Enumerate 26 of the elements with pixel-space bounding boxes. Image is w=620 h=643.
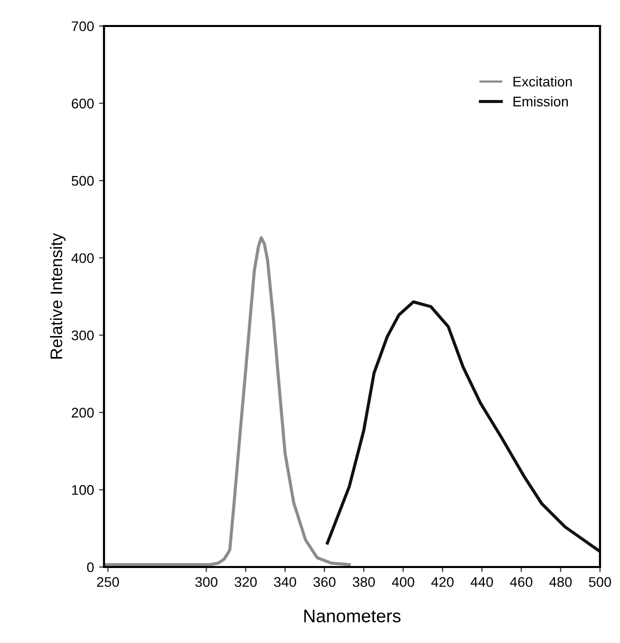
y-tick-label: 400 (71, 253, 94, 264)
x-axis-title: Nanometers (304, 610, 401, 622)
x-tick-label: 340 (274, 577, 296, 587)
x-tick-label: 380 (352, 577, 375, 587)
x-tick-label: 440 (470, 577, 493, 587)
y-tick-label: 0 (87, 562, 94, 572)
legend-label: Excitation (514, 76, 572, 87)
y-tick-label: 500 (72, 176, 94, 186)
line-series (326, 300, 600, 554)
x-tick-label: 320 (234, 577, 257, 587)
y-tick-label: 600 (72, 98, 94, 108)
y-tick-label: 300 (72, 330, 94, 340)
x-tick-label: 460 (510, 577, 532, 587)
line-series (104, 236, 351, 566)
x-tick-label: 400 (392, 577, 414, 587)
y-tick-label: 100 (72, 485, 94, 495)
y-axis-title: Relative Intensity (50, 233, 66, 359)
x-tick-label: 300 (195, 577, 218, 587)
x-tick-label: 500 (588, 577, 612, 587)
x-tick-label: 360 (313, 577, 336, 587)
x-tick-label: 480 (549, 577, 572, 587)
x-tick-label: 250 (97, 577, 119, 587)
y-tick-label: 200 (72, 408, 94, 418)
legend-label: Emission (514, 96, 568, 106)
y-tick-label: 700 (72, 21, 94, 32)
x-tick-label: 420 (431, 577, 454, 587)
